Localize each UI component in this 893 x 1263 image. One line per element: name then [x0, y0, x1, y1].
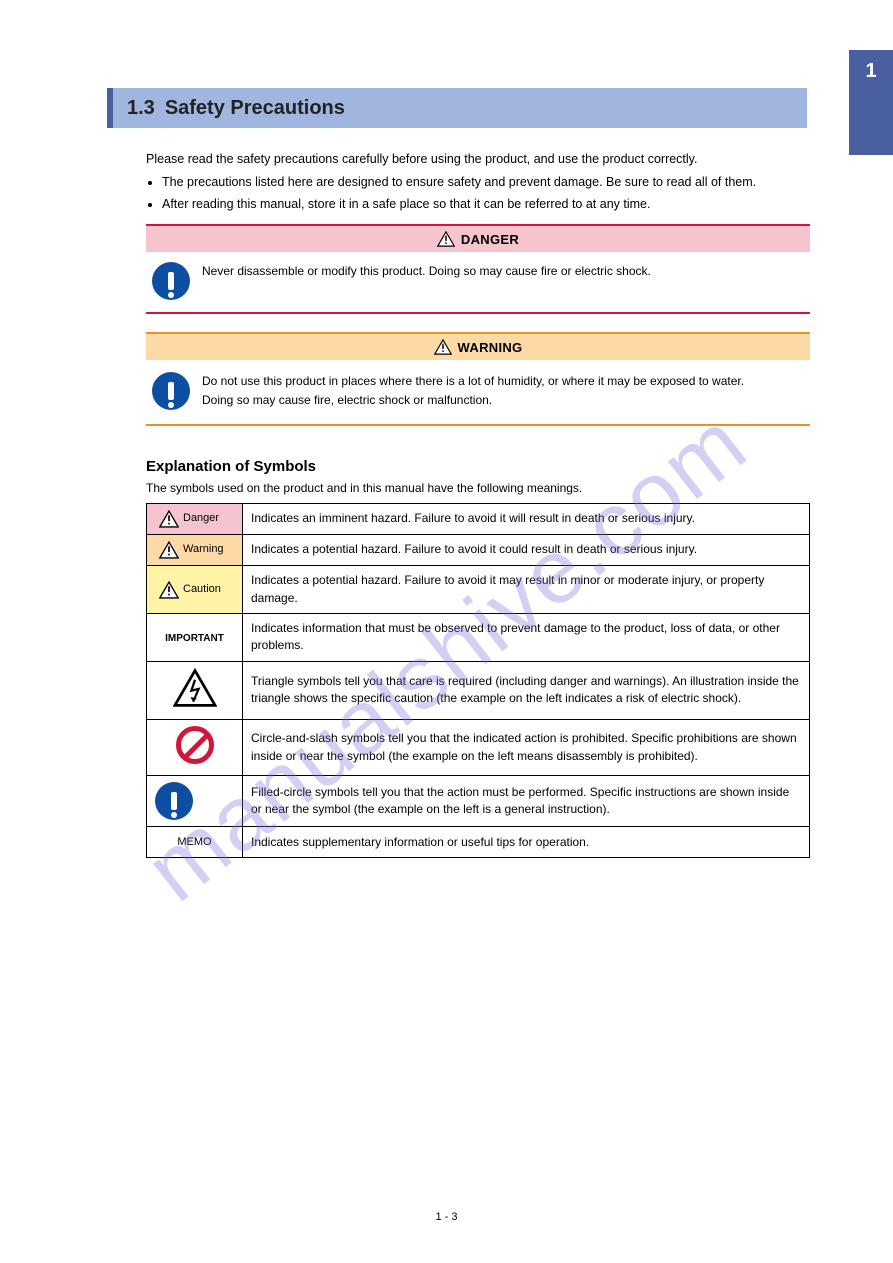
symbol-desc: Indicates a potential hazard. Failure to… [243, 535, 810, 566]
intro-bullet: The precautions listed here are designed… [162, 173, 810, 192]
symbol-desc: Indicates an imminent hazard. Failure to… [243, 504, 810, 535]
danger-label: DANGER [461, 232, 519, 247]
warning-triangle-icon [434, 339, 452, 355]
symbol-table: Danger Indicates an imminent hazard. Fai… [146, 503, 810, 858]
section-title: Safety Precautions [165, 97, 345, 120]
prohibition-icon [176, 726, 214, 764]
symbol-cell-shock [147, 661, 243, 719]
symbol-cell-memo: MEMO [147, 827, 243, 858]
table-row: Caution Indicates a potential hazard. Fa… [147, 566, 810, 614]
symbol-desc: Indicates supplementary information or u… [243, 827, 810, 858]
table-row: Danger Indicates an imminent hazard. Fai… [147, 504, 810, 535]
mandatory-action-icon [152, 372, 190, 410]
section-number: 1.3 [127, 97, 155, 120]
table-row: Filled-circle symbols tell you that the … [147, 776, 810, 827]
symbol-desc: Filled-circle symbols tell you that the … [243, 776, 810, 827]
symbol-cell-mandatory [147, 776, 243, 827]
page-tab: 1 [849, 50, 893, 155]
intro-block: Please read the safety precautions caref… [146, 150, 810, 214]
warning-triangle-icon [437, 231, 455, 247]
page-footer: 1 - 3 [0, 1211, 893, 1223]
warning-header: WARNING [146, 332, 810, 360]
page-content: Please read the safety precautions caref… [146, 150, 810, 858]
section-header-bar: 1.3 Safety Precautions [107, 88, 807, 128]
symbol-cell-danger: Danger [147, 504, 243, 535]
warning-label: WARNING [458, 340, 523, 355]
intro-bullet: After reading this manual, store it in a… [162, 195, 810, 214]
table-row: IMPORTANT Indicates information that mus… [147, 613, 810, 661]
table-row: Warning Indicates a potential hazard. Fa… [147, 535, 810, 566]
symbol-cell-prohibition [147, 720, 243, 776]
symbol-desc: Triangle symbols tell you that care is r… [243, 661, 810, 719]
table-row: Triangle symbols tell you that care is r… [147, 661, 810, 719]
warning-triangle-icon [159, 541, 179, 559]
symbol-desc: Indicates a potential hazard. Failure to… [243, 566, 810, 614]
explanation-subtext: The symbols used on the product and in t… [146, 481, 810, 495]
symbol-desc: Circle-and-slash symbols tell you that t… [243, 720, 810, 776]
warning-body-text: Do not use this product in places where … [202, 372, 744, 409]
danger-body-text: Never disassemble or modify this product… [202, 262, 651, 281]
symbol-desc: Indicates information that must be obser… [243, 613, 810, 661]
table-row: MEMO Indicates supplementary information… [147, 827, 810, 858]
symbol-label: Danger [183, 511, 219, 527]
warning-body-line: Doing so may cause fire, electric shock … [202, 391, 744, 410]
warning-triangle-icon [159, 510, 179, 528]
electric-shock-icon [173, 668, 217, 708]
explanation-heading: Explanation of Symbols [146, 458, 810, 475]
symbol-cell-important: IMPORTANT [147, 613, 243, 661]
warning-body-line: Do not use this product in places where … [202, 372, 744, 391]
symbol-label: IMPORTANT [165, 633, 224, 644]
symbol-label: MEMO [177, 836, 211, 848]
symbol-label: Warning [183, 542, 224, 558]
danger-block: DANGER Never disassemble or modify this … [146, 224, 810, 314]
danger-header: DANGER [146, 224, 810, 252]
symbol-cell-warning: Warning [147, 535, 243, 566]
warning-block: WARNING Do not use this product in place… [146, 332, 810, 426]
symbol-cell-caution: Caution [147, 566, 243, 614]
mandatory-action-icon [155, 782, 193, 820]
table-row: Circle-and-slash symbols tell you that t… [147, 720, 810, 776]
mandatory-action-icon [152, 262, 190, 300]
warning-triangle-icon [159, 581, 179, 599]
intro-line: Please read the safety precautions caref… [146, 150, 810, 169]
symbol-label: Caution [183, 582, 221, 598]
